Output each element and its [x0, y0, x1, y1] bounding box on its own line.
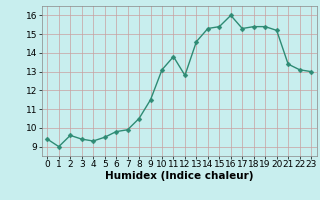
X-axis label: Humidex (Indice chaleur): Humidex (Indice chaleur) [105, 171, 253, 181]
